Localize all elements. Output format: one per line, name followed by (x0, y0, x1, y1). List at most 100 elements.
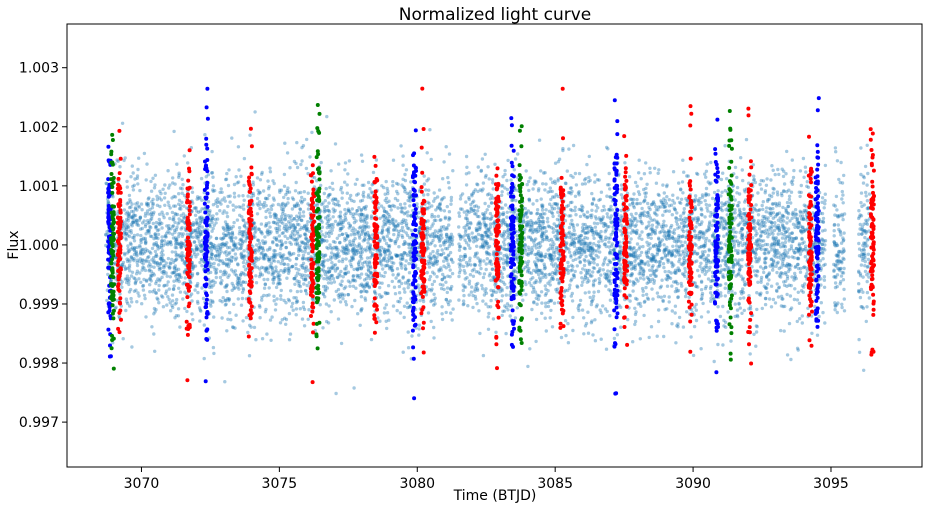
baseline-point (304, 233, 308, 237)
baseline-point (635, 242, 640, 246)
baseline-point (400, 210, 404, 214)
baseline-point (369, 337, 374, 342)
baseline-point (444, 234, 449, 239)
baseline-point (487, 177, 491, 181)
baseline-point (444, 280, 448, 284)
baseline-point (326, 258, 330, 262)
baseline-point (165, 283, 169, 287)
baseline-point (277, 224, 282, 228)
baseline-point (446, 180, 451, 185)
baseline-point (215, 248, 219, 252)
baseline-point (628, 299, 632, 303)
baseline-point (151, 203, 155, 207)
baseline-point (268, 214, 273, 219)
baseline-point (154, 308, 158, 312)
baseline-point (168, 183, 172, 187)
baseline-point (387, 226, 391, 230)
baseline-point (295, 237, 299, 241)
baseline-point (378, 285, 382, 290)
baseline-point (293, 242, 298, 246)
baseline-point (344, 257, 348, 261)
baseline-point (353, 249, 357, 253)
baseline-point (233, 258, 238, 262)
baseline-point (352, 231, 356, 235)
baseline-point (147, 277, 152, 281)
baseline-point (607, 288, 611, 292)
baseline-point (217, 263, 221, 267)
baseline-point (534, 317, 539, 322)
baseline-point (363, 215, 367, 219)
baseline-point (286, 256, 290, 260)
baseline-point (393, 240, 397, 244)
baseline-point (173, 220, 177, 225)
baseline-point (185, 232, 189, 237)
baseline-point (158, 245, 162, 249)
baseline-point (197, 306, 202, 310)
baseline-point (449, 198, 453, 203)
baseline-point (122, 158, 126, 163)
baseline-point (261, 239, 265, 243)
baseline-point (281, 253, 286, 257)
baseline-point (670, 322, 674, 326)
baseline-point (391, 221, 395, 226)
baseline-point (526, 364, 530, 369)
baseline-point (173, 211, 177, 216)
baseline-point (221, 244, 225, 248)
baseline-point (359, 295, 364, 299)
baseline-point (211, 214, 215, 218)
baseline-point (490, 178, 495, 182)
baseline-point (228, 235, 232, 239)
baseline-point (426, 219, 430, 223)
baseline-point (159, 198, 164, 202)
baseline-point (130, 202, 134, 206)
baseline-point (146, 197, 150, 201)
baseline-point (478, 263, 482, 267)
baseline-point (240, 215, 244, 219)
baseline-point (405, 301, 409, 305)
baseline-point (474, 212, 478, 216)
baseline-point (743, 200, 747, 204)
baseline-point (298, 307, 302, 311)
baseline-point (367, 285, 372, 289)
baseline-point (823, 192, 827, 196)
baseline-point (319, 160, 323, 165)
baseline-point (563, 181, 568, 185)
baseline-point (276, 275, 280, 279)
baseline-point (300, 201, 304, 205)
baseline-point (129, 274, 134, 278)
baseline-point (135, 252, 139, 256)
baseline-point (345, 183, 349, 187)
baseline-point (292, 159, 297, 164)
baseline-point (151, 197, 155, 202)
baseline-point (178, 290, 183, 294)
baseline-point (224, 285, 228, 289)
baseline-point (232, 302, 236, 306)
baseline-point (181, 183, 185, 187)
baseline-point (132, 183, 136, 187)
baseline-point (215, 212, 219, 216)
baseline-point (159, 294, 164, 298)
baseline-point (447, 264, 451, 269)
baseline-point (269, 230, 273, 234)
baseline-point (306, 191, 310, 195)
baseline-point (251, 183, 256, 187)
baseline-point (228, 200, 232, 204)
baseline-point (340, 222, 344, 226)
baseline-point (282, 195, 286, 200)
baseline-point (247, 354, 252, 358)
baseline-point (211, 345, 216, 350)
baseline-point (213, 280, 217, 285)
baseline-point (385, 311, 390, 315)
baseline-point (214, 270, 219, 274)
baseline-point (707, 320, 712, 324)
baseline-point (322, 264, 326, 269)
baseline-point (221, 236, 225, 240)
baseline-point (153, 234, 158, 238)
baseline-point (199, 249, 203, 254)
baseline-point (126, 244, 130, 248)
baseline-point (392, 227, 396, 232)
baseline-point (319, 240, 324, 245)
baseline-point (252, 221, 256, 225)
baseline-point (153, 249, 158, 254)
baseline-point (304, 166, 309, 171)
